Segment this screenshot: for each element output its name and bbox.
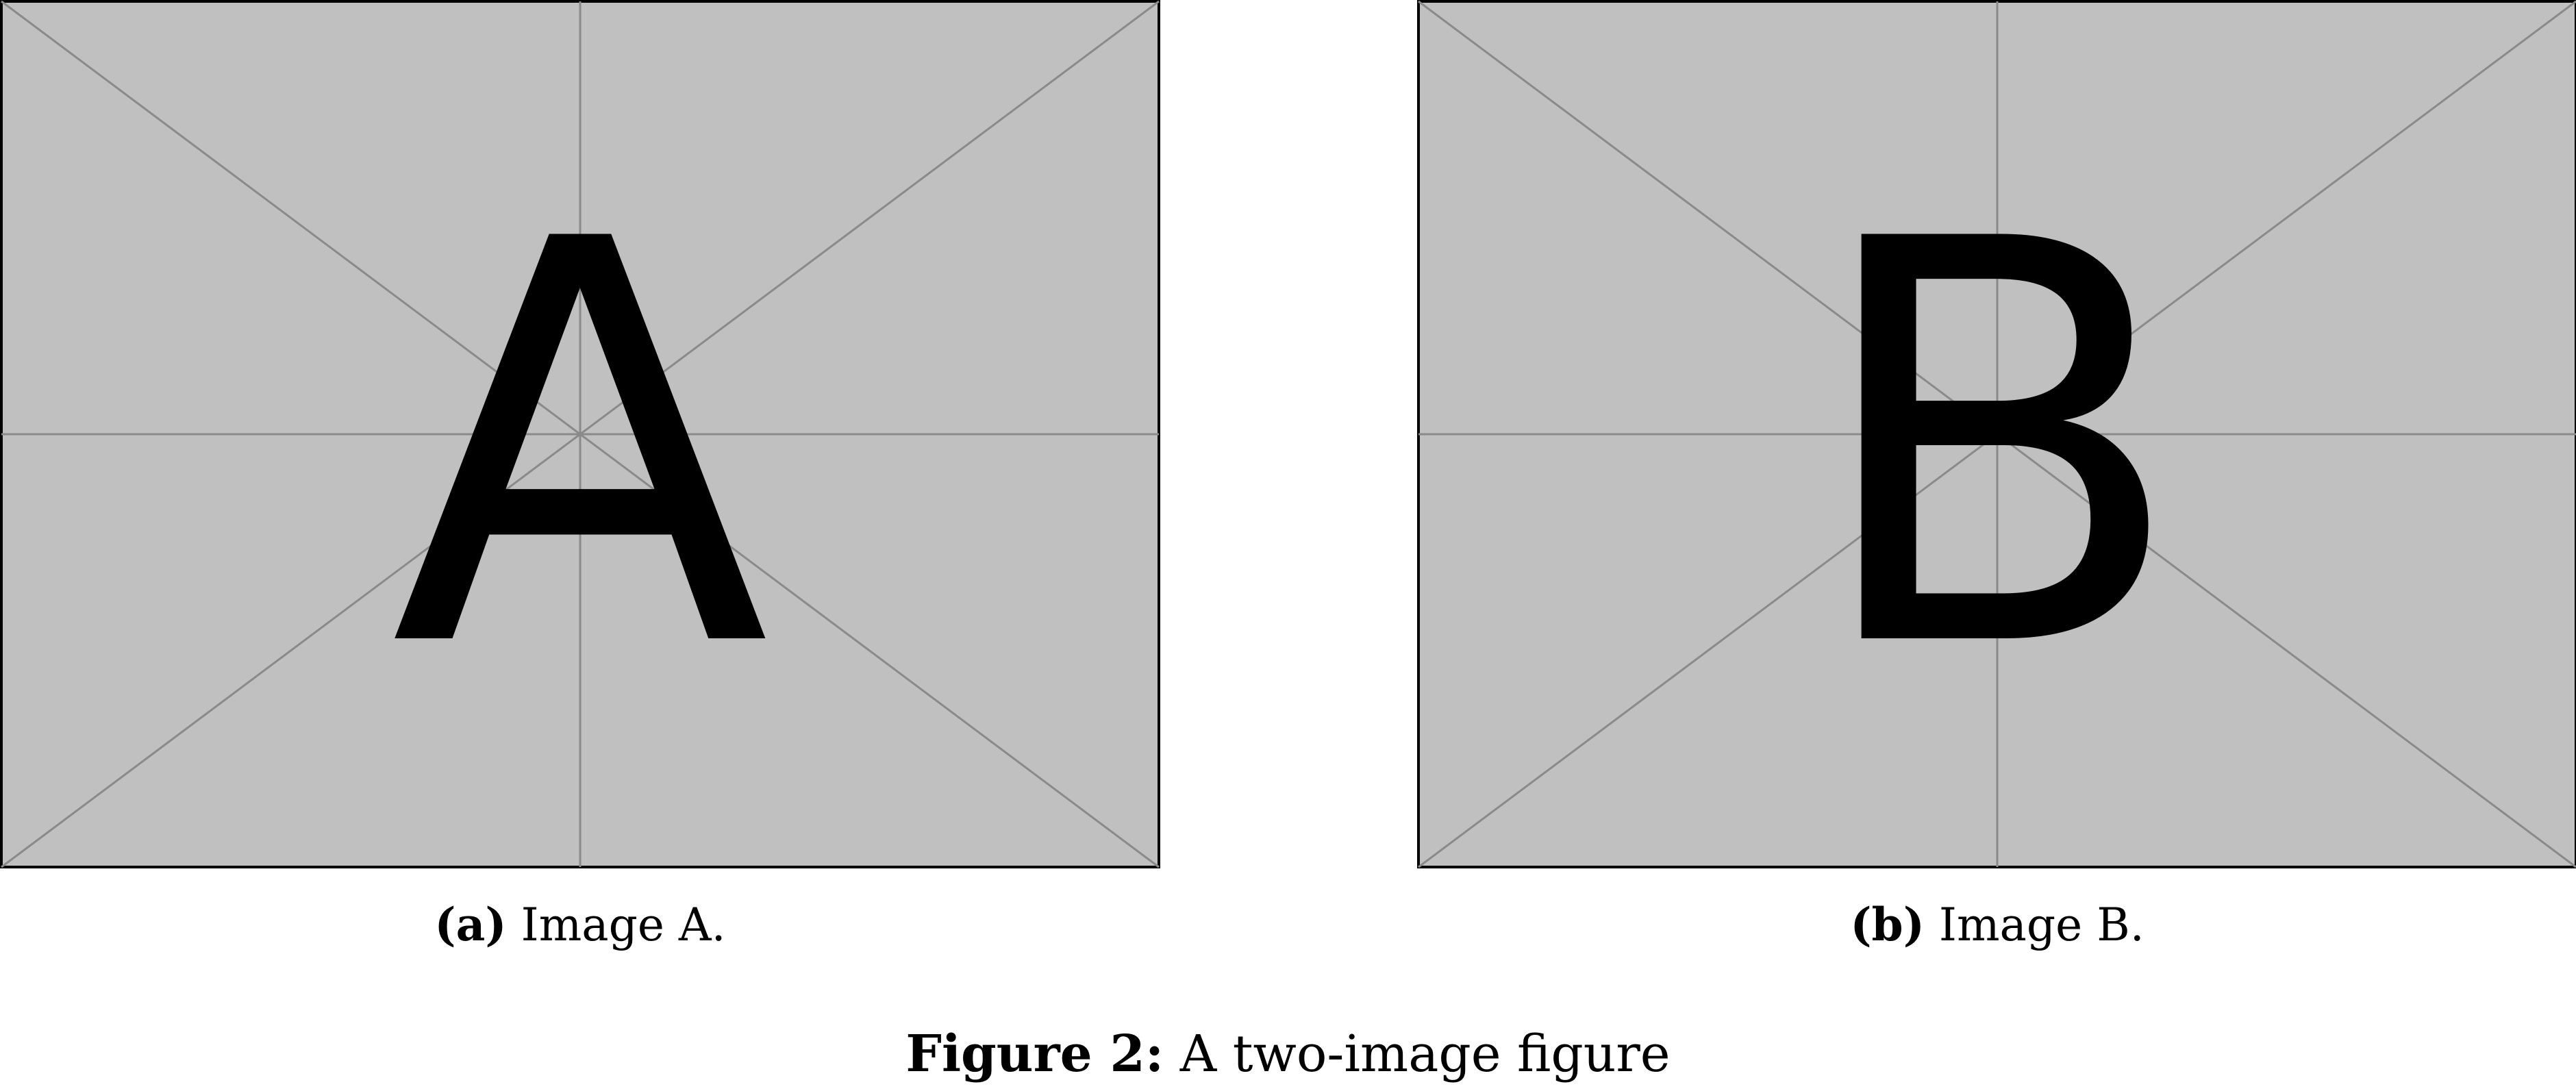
placeholder-graphic-b: B [1417,0,2576,868]
figure-caption-text: A two-image figure [1179,1025,1671,1083]
subcaption-text: Image A. [521,899,726,951]
subcaption-text: Image B. [1938,899,2144,951]
image-b-placeholder: B [1417,0,2576,868]
placeholder-graphic-a: A [0,0,1160,868]
image-a-placeholder: A [0,0,1160,868]
subcaption-a: (a) Image A. [0,897,1160,952]
placeholder-letter: B [1807,124,2188,770]
figure-number: Figure 2: [905,1025,1164,1083]
subcaption-label: (b) [1850,898,1925,951]
subcaption-b: (b) Image B. [1417,897,2576,952]
figure-caption: Figure 2: A two-image figure [0,1023,2576,1085]
placeholder-letter: A [390,124,772,770]
subcaption-label: (a) [434,898,507,951]
